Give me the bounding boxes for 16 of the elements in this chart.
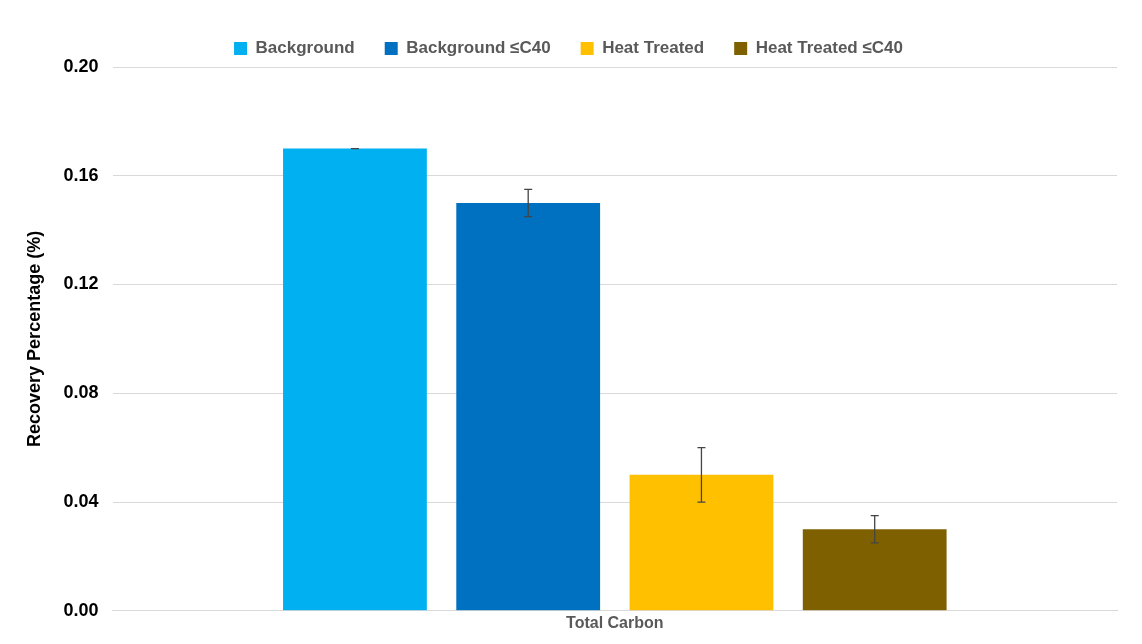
legend-label: Background (255, 38, 355, 58)
legend-label: Background ≤C40 (406, 38, 551, 58)
bar (456, 202, 601, 611)
legend-label: Heat Treated (602, 38, 705, 58)
y-tick-label: 0.00 (63, 599, 99, 620)
bar (629, 474, 774, 611)
x-tick-label: Total Carbon (566, 613, 664, 631)
y-axis-title: Recovery Percentage (%) (23, 230, 44, 447)
bar (283, 148, 427, 611)
legend-label: Heat Treated ≤C40 (755, 38, 903, 58)
y-tick-label: 0.16 (63, 164, 99, 185)
y-tick-label: 0.04 (63, 491, 99, 512)
y-tick-label: 0.12 (63, 273, 99, 294)
y-tick-label: 0.20 (63, 55, 99, 76)
y-tick-label: 0.08 (63, 382, 99, 403)
bar (802, 529, 947, 611)
